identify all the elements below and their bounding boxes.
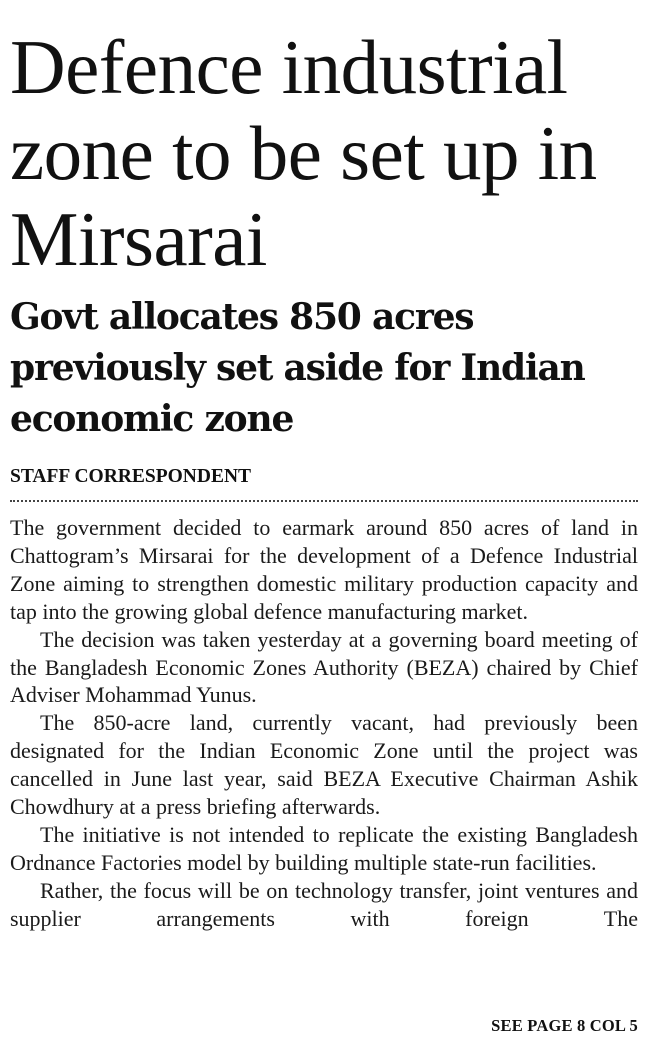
- paragraph-4: The initiative is not intended to replic…: [10, 821, 638, 875]
- byline: STAFF CORRESPONDENT: [10, 466, 252, 487]
- article: Defence industrial zone to be set up in …: [10, 24, 638, 933]
- paragraph-2: The decision was taken yesterday at a go…: [10, 626, 638, 708]
- continuation-note: SEE PAGE 8 COL 5: [491, 1016, 638, 1035]
- paragraph-5: Rather, the focus will be on technology …: [10, 877, 638, 931]
- paragraph-1: The government decided to earmark around…: [10, 515, 638, 624]
- article-body: The government decided to earmark around…: [10, 514, 638, 933]
- headline: Defence industrial zone to be set up in …: [10, 24, 597, 282]
- paragraph-3: The 850-acre land, currently vacant, had…: [10, 710, 638, 820]
- subheadline: Govt allocates 850 acres previously set …: [10, 296, 586, 440]
- dotted-divider: [10, 500, 638, 502]
